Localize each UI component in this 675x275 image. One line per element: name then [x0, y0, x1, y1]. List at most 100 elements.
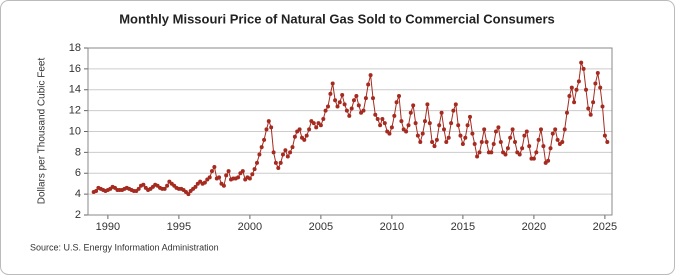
- data-point: [430, 139, 435, 144]
- data-point: [363, 96, 368, 101]
- data-point: [477, 150, 482, 155]
- data-point: [165, 183, 170, 188]
- data-point: [586, 106, 591, 111]
- data-point: [406, 123, 411, 128]
- data-point: [569, 85, 574, 90]
- data-point: [389, 125, 394, 130]
- data-point: [404, 129, 409, 134]
- data-point: [378, 123, 383, 128]
- data-point: [456, 123, 461, 128]
- data-point: [333, 98, 338, 103]
- data-point: [451, 108, 456, 113]
- x-tick-label: 1990: [96, 221, 120, 233]
- data-point: [273, 160, 278, 165]
- data-point: [399, 119, 404, 124]
- data-point: [408, 110, 413, 115]
- data-point: [413, 121, 418, 126]
- data-point: [479, 139, 484, 144]
- data-point: [472, 142, 477, 147]
- data-point: [136, 186, 141, 191]
- data-point: [595, 71, 600, 76]
- y-tick-label: 16: [69, 63, 81, 75]
- data-point: [541, 144, 546, 149]
- x-tick-label: 2015: [451, 221, 475, 233]
- data-point: [314, 125, 319, 130]
- data-point: [387, 131, 392, 136]
- data-point: [236, 175, 241, 180]
- data-point: [394, 100, 399, 105]
- data-point: [240, 169, 245, 174]
- plot-frame: [87, 47, 613, 216]
- data-point: [280, 152, 285, 157]
- data-point: [285, 154, 290, 159]
- data-point: [290, 145, 295, 150]
- data-point: [193, 184, 198, 189]
- data-point: [546, 158, 551, 163]
- data-point: [489, 150, 494, 155]
- x-tick-label: 2005: [309, 221, 333, 233]
- data-point: [262, 137, 267, 142]
- data-point: [271, 150, 276, 155]
- data-point: [269, 125, 274, 130]
- data-point: [418, 139, 423, 144]
- source-note: Source: U.S. Energy Information Administ…: [30, 242, 219, 252]
- data-point: [463, 135, 468, 140]
- data-point: [302, 137, 307, 142]
- data-point: [278, 160, 283, 165]
- data-point: [470, 131, 475, 136]
- data-point: [354, 94, 359, 99]
- data-point: [572, 100, 577, 105]
- y-tick-label: 14: [69, 84, 81, 96]
- data-point: [337, 100, 342, 105]
- data-point: [465, 123, 470, 128]
- data-point: [581, 66, 586, 71]
- data-point: [252, 167, 257, 172]
- data-point: [550, 131, 555, 136]
- data-point: [340, 92, 345, 97]
- data-point: [321, 116, 326, 121]
- data-point: [288, 150, 293, 155]
- data-point: [437, 123, 442, 128]
- data-point: [264, 127, 269, 132]
- data-point: [361, 108, 366, 113]
- data-point: [427, 121, 432, 126]
- data-point: [574, 87, 579, 92]
- data-point: [520, 146, 525, 151]
- data-point: [257, 152, 262, 157]
- y-tick-label: 8: [75, 146, 81, 158]
- x-tick-label: 1995: [167, 221, 191, 233]
- data-point: [224, 173, 229, 178]
- data-point: [510, 127, 515, 132]
- data-point: [482, 127, 487, 132]
- data-point: [342, 102, 347, 107]
- data-point: [522, 133, 527, 138]
- data-point: [221, 183, 226, 188]
- data-point: [250, 172, 255, 177]
- data-point: [562, 127, 567, 132]
- data-point: [425, 102, 430, 107]
- data-point: [588, 112, 593, 117]
- data-point: [555, 137, 560, 142]
- data-point: [600, 104, 605, 109]
- data-point: [212, 164, 217, 169]
- x-tick-label: 2020: [522, 221, 546, 233]
- plot-area: 2 4 6 8 10 12 14 16 18 1990 1995 2000 2005 2010 2015 20…: [69, 42, 617, 233]
- data-point: [513, 139, 518, 144]
- data-point: [434, 137, 439, 142]
- data-point: [527, 144, 532, 149]
- data-point: [328, 91, 333, 96]
- y-tick-label: 18: [69, 42, 81, 54]
- data-point: [330, 81, 335, 86]
- data-point: [564, 110, 569, 115]
- data-point: [344, 108, 349, 113]
- data-point: [534, 150, 539, 155]
- y-axis-label: Dollars per Thousand Cubic Feet: [37, 58, 48, 205]
- chart-title: Monthly Missouri Price of Natural Gas So…: [119, 11, 555, 26]
- data-point: [368, 73, 373, 78]
- data-point: [292, 134, 297, 139]
- data-point: [325, 104, 330, 109]
- x-tick-label: 2000: [238, 221, 262, 233]
- data-point: [536, 137, 541, 142]
- data-point: [276, 166, 281, 171]
- data-point: [371, 96, 376, 101]
